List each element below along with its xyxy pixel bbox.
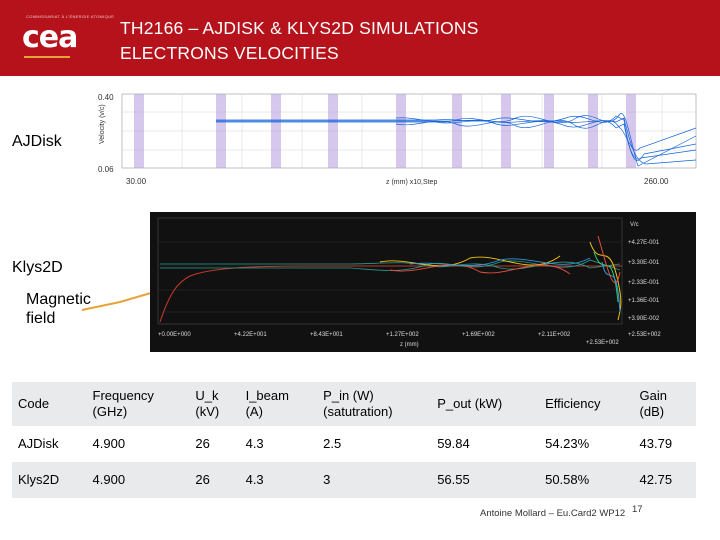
ajdisk-y-top: 0.40 [98,93,114,102]
cell-uk: 26 [189,462,240,498]
cell-ibeam: 4.3 [239,426,318,462]
table-row: AJDisk 4.900 26 4.3 2.5 59.84 54.23% 43.… [12,426,696,462]
ajdisk-x-right: 260.00 [644,177,669,186]
footer-credit: Antoine Mollard – Eu.Card2 WP12 [480,508,626,519]
klys2d-label: Klys2D [12,259,63,276]
klys2d-x-tick-7: +2.53E+002 [586,340,619,346]
logo-caption: COMMISSARIAT À L'ÉNERGIE ATOMIQUE [26,14,115,19]
cell-frequency: 4.900 [86,426,190,462]
header-gain: Gain (dB) [633,382,696,426]
cell-code: AJDisk [12,426,87,462]
ajdisk-label: AJDisk [12,133,62,150]
klys2d-x-tick-2: +4.22E+001 [234,332,267,338]
page-number: 17 [632,504,643,515]
cell-efficiency: 50.58% [539,462,634,498]
magnetic-field-line2: field [26,310,56,327]
header-uk: U_k (kV) [189,382,240,426]
cell-pout: 59.84 [431,426,540,462]
klys2d-y-tick-6: +2.53E+002 [628,332,661,338]
klys2d-x-tick-5: +1.69E+002 [462,332,495,338]
header-code: Code [12,382,87,426]
klys2d-x-tick-4: +1.27E+002 [386,332,419,338]
cell-frequency: 4.900 [86,462,190,498]
cell-gain: 43.79 [633,426,696,462]
klys2d-y-title: V/c [630,222,639,228]
ajdisk-velocity-plot: Velocity (v/c) 0.40 0.06 30.00 z (mm) x1… [96,88,704,188]
header-frequency: Frequency (GHz) [86,382,190,426]
header-pin: P_in (W) (satutration) [317,382,432,426]
klys2d-y-tick-2: +3.30E-001 [628,260,660,266]
results-table: Code Frequency (GHz) U_k (kV) I_beam (A) P_… [12,382,696,498]
title-line-2: ELECTRONS VELOCITIES [120,43,339,63]
title-line-1: TH2166 – AJDISK & KLYS2D SIMULATIONS [120,18,479,38]
cell-gain: 42.75 [633,462,696,498]
cell-efficiency: 54.23% [539,426,634,462]
cell-pin: 3 [317,462,432,498]
klys2d-y-tick-1: +4.27E-001 [628,240,660,246]
klys2d-y-tick-3: +2.33E-001 [628,280,660,286]
slide-title: TH2166 – AJDISK & KLYS2D SIMULATIONS ELE… [120,16,479,66]
header-bar: COMMISSARIAT À L'ÉNERGIE ATOMIQUE cea TH… [0,0,720,76]
klys2d-y-tick-4: +1.36E-001 [628,298,660,304]
cell-ibeam: 4.3 [239,462,318,498]
ajdisk-x-left: 30.00 [126,177,147,186]
logo-underline [24,56,70,58]
cell-pout: 56.55 [431,462,540,498]
cea-logo: COMMISSARIAT À L'ÉNERGIE ATOMIQUE cea [0,0,114,76]
klys2d-x-tick-6: +2.11E+002 [538,332,571,338]
klys2d-x-label: z (mm) [400,342,419,348]
header-ibeam: I_beam (A) [239,382,318,426]
header-efficiency: Efficiency [539,382,634,426]
ajdisk-y-bottom: 0.06 [98,165,114,174]
cell-pin: 2.5 [317,426,432,462]
klys2d-y-tick-5: +3.90E-002 [628,316,660,322]
cell-uk: 26 [189,426,240,462]
klys2d-x-tick-1: +0.00E+000 [158,332,191,338]
table-header-row: Code Frequency (GHz) U_k (kV) I_beam (A) P_… [12,382,696,426]
logo-wordmark: cea [22,20,78,55]
magnetic-field-line1: Magnetic [26,291,91,308]
cell-code: Klys2D [12,462,87,498]
table-row: Klys2D 4.900 26 4.3 3 56.55 50.58% 42.75 [12,462,696,498]
ajdisk-x-mid: z (mm) x10,Step [386,179,437,186]
klys2d-velocity-plot: V/c +4.27E-001 +3.30E-001 +2.33E-001 +1.… [150,212,696,352]
klys2d-x-tick-3: +8.43E+001 [310,332,343,338]
ajdisk-y-axis-label: Velocity (v/c) [99,104,106,144]
header-pout: P_out (kW) [431,382,540,426]
magnetic-field-label: Magnetic field [26,290,91,328]
